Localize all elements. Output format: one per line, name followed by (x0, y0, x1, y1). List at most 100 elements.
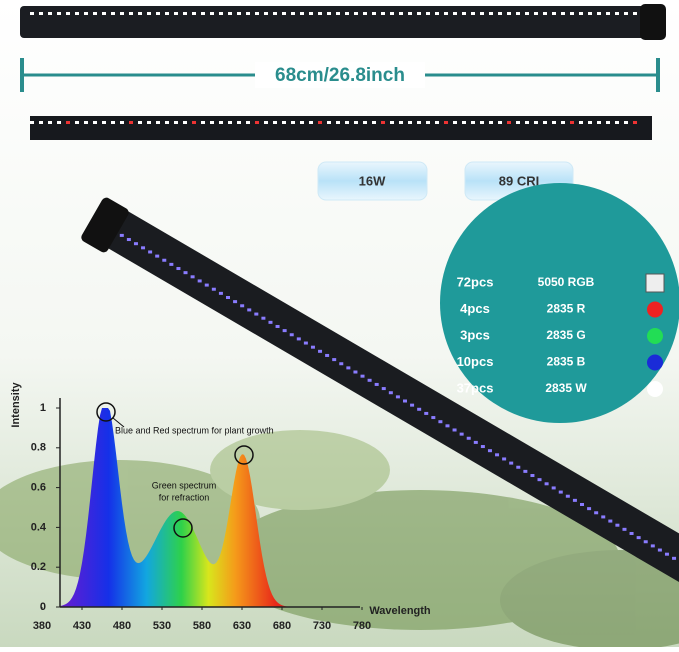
led-strip (119, 233, 677, 560)
led (445, 424, 450, 428)
led (624, 12, 628, 15)
led (633, 12, 637, 15)
x-tick-label: 430 (73, 620, 91, 632)
led (237, 12, 241, 15)
led (588, 121, 592, 124)
led (650, 544, 655, 548)
led (367, 378, 372, 382)
led (551, 486, 556, 490)
led (282, 121, 286, 124)
led-type: 2835 G (546, 328, 585, 342)
led (363, 121, 367, 124)
led (424, 411, 429, 415)
led (462, 121, 466, 124)
led (247, 308, 252, 312)
callout-line (112, 417, 125, 428)
led (606, 12, 610, 15)
led (133, 242, 138, 246)
callout-circle (234, 445, 254, 465)
led (148, 250, 153, 254)
led (120, 12, 124, 15)
led (138, 12, 142, 15)
led (390, 12, 394, 15)
annotation: Green spectrum (152, 480, 217, 490)
y-axis-label: Intensity (10, 382, 22, 428)
led (489, 121, 493, 124)
led (57, 12, 61, 15)
led (636, 536, 641, 540)
led (431, 416, 436, 420)
led (310, 345, 315, 349)
led (246, 121, 250, 124)
led (615, 523, 620, 527)
led (480, 12, 484, 15)
led (165, 121, 169, 124)
led (516, 465, 521, 469)
led (84, 12, 88, 15)
led (417, 407, 422, 411)
led (339, 362, 344, 366)
led (544, 482, 549, 486)
led (579, 12, 583, 15)
led (597, 12, 601, 15)
led (525, 121, 529, 124)
led (228, 121, 232, 124)
led (615, 121, 619, 124)
led (452, 428, 457, 432)
annotation: Blue and Red spectrum for plant growth (115, 425, 274, 435)
led (254, 312, 259, 316)
led (516, 12, 520, 15)
led (201, 12, 205, 15)
led (48, 121, 52, 124)
led (534, 121, 538, 124)
led (275, 324, 280, 328)
led (261, 316, 266, 320)
led (93, 12, 97, 15)
led (264, 12, 268, 15)
led (219, 121, 223, 124)
callout-circle (173, 518, 193, 538)
led-dot (647, 328, 663, 344)
led (410, 403, 415, 407)
led (597, 121, 601, 124)
led (525, 12, 529, 15)
led-count: 3pcs (460, 327, 490, 342)
led (282, 12, 286, 15)
x-tick-label: 630 (233, 620, 251, 632)
led (588, 12, 592, 15)
led (237, 121, 241, 124)
led-dot (647, 381, 663, 397)
led (318, 12, 322, 15)
led (453, 12, 457, 15)
led (93, 121, 97, 124)
led-type: 2835 R (547, 302, 586, 316)
led (240, 304, 245, 308)
led (601, 515, 606, 519)
led (156, 12, 160, 15)
led (309, 12, 313, 15)
led-type: 2835 W (545, 381, 587, 395)
led (606, 121, 610, 124)
led (507, 121, 511, 124)
led-type: 2835 B (547, 355, 586, 369)
led (345, 12, 349, 15)
led (558, 490, 563, 494)
led (327, 12, 331, 15)
x-tick-label: 380 (33, 620, 51, 632)
led (462, 12, 466, 15)
x-tick-label: 480 (113, 620, 131, 632)
led (388, 391, 393, 395)
led (552, 12, 556, 15)
led (487, 449, 492, 453)
led (354, 12, 358, 15)
led (219, 12, 223, 15)
led (39, 121, 43, 124)
led-dot (647, 354, 663, 371)
badge: 89 CRI (499, 173, 539, 188)
led (399, 12, 403, 15)
led (372, 12, 376, 15)
led (176, 267, 181, 271)
y-tick-label: 0.6 (31, 482, 46, 494)
led (289, 333, 294, 337)
led (228, 12, 232, 15)
